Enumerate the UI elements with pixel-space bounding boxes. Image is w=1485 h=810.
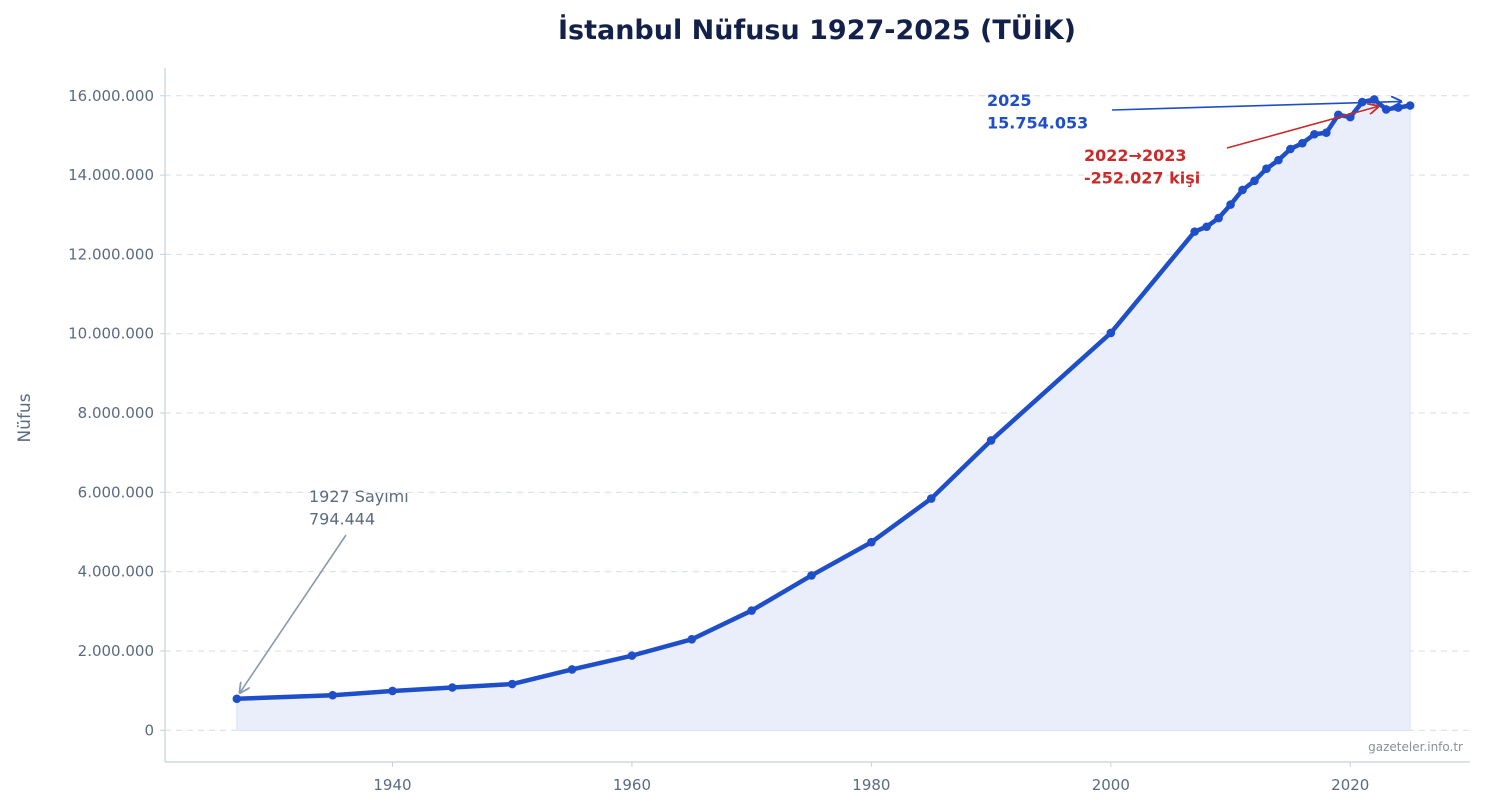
data-point (627, 651, 637, 660)
annotation-value: 15.754.053 (987, 113, 1088, 132)
annotation-text: 1927 Sayımı 794.444 (309, 487, 409, 528)
axes-layer (164, 68, 1470, 763)
data-point (986, 436, 996, 445)
data-point (507, 679, 517, 689)
data-point (1322, 128, 1331, 138)
data-point (1274, 155, 1283, 165)
y-tick-label: 6.000.000 (78, 483, 154, 501)
y-tick-label: 14.000.000 (68, 166, 154, 184)
data-point (807, 571, 816, 580)
y-tick-label: 10.000.000 (68, 325, 154, 343)
ticks-layer: 0 2.000.000 4.000.000 6.000.000 8.000.000 10.… (68, 87, 1369, 794)
x-tick-label: 1960 (613, 776, 651, 794)
annotation-layer: 1927 Sayımı 794.444 2025 15.754.053 2022→202… (240, 91, 1401, 693)
y-axis-label: Nüfus (15, 393, 35, 442)
data-point (388, 686, 397, 696)
data-point (1190, 227, 1199, 236)
data-point (232, 694, 242, 704)
data-point (687, 635, 697, 644)
annotation-label: 2025 (987, 91, 1032, 110)
data-point (1238, 185, 1247, 195)
annotation-label: 1927 Sayımı (309, 487, 409, 506)
data-point (867, 537, 876, 547)
x-tick-label: 2020 (1331, 776, 1369, 794)
data-point (448, 683, 457, 692)
series-area-fill (236, 98, 1411, 731)
data-point (1286, 144, 1295, 154)
y-tick-label: 8.000.000 (78, 404, 154, 422)
y-tick-label: 16.000.000 (68, 87, 154, 105)
area-layer (236, 98, 1411, 731)
data-point (1405, 101, 1415, 110)
data-point (926, 494, 936, 503)
data-point (1393, 103, 1403, 112)
data-point (1381, 105, 1391, 114)
annotation-label: 2022→2023 (1084, 146, 1186, 165)
annotation-text: 2022→2023 -252.027 kişi (1084, 146, 1200, 187)
x-tick-label: 1940 (373, 776, 411, 794)
data-point (1214, 213, 1223, 223)
data-point (747, 606, 756, 615)
annotation-arrow (1111, 102, 1401, 111)
chart-title: İstanbul Nüfusu 1927-2025 (TÜİK) (558, 13, 1076, 46)
y-tick-label: 2.000.000 (78, 642, 154, 660)
y-tick-label: 4.000.000 (78, 563, 154, 581)
data-point (1310, 129, 1319, 139)
annotation-value: -252.027 kişi (1084, 168, 1200, 187)
y-tick-label: 12.000.000 (68, 245, 154, 263)
data-point (1202, 222, 1211, 232)
data-point (328, 690, 337, 700)
data-point (567, 665, 577, 674)
annotation-arrow (1226, 106, 1378, 149)
annotation-text: 2025 15.754.053 (987, 91, 1088, 132)
data-point (1262, 164, 1271, 174)
x-tick-label: 1980 (852, 776, 890, 794)
data-point (1106, 328, 1116, 338)
y-tick-label: 0 (144, 721, 154, 739)
annotation-value: 794.444 (309, 509, 375, 528)
annotation-arrow (240, 534, 347, 693)
data-point (1226, 200, 1235, 209)
watermark: gazeteler.info.tr (1368, 740, 1463, 754)
x-tick-label: 2000 (1092, 776, 1130, 794)
data-point (1298, 138, 1307, 148)
data-point (1250, 176, 1259, 186)
